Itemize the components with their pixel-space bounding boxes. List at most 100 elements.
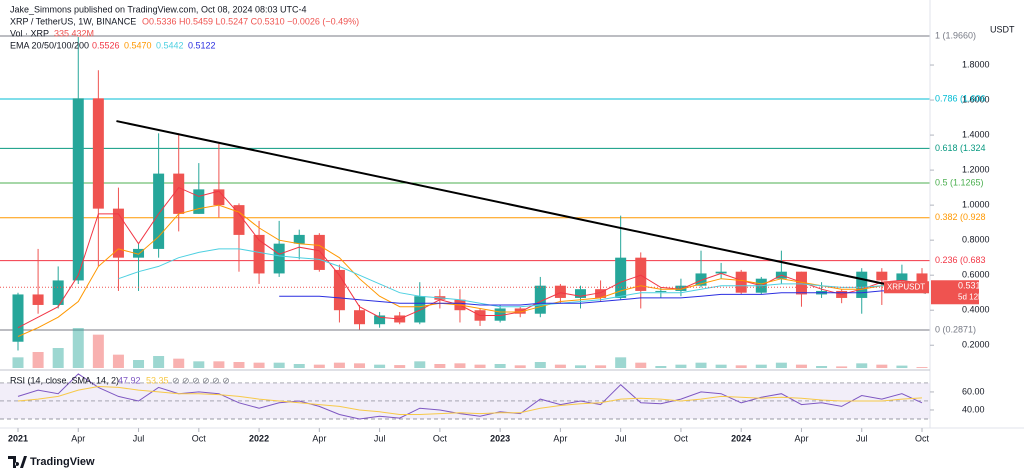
candle-body — [896, 273, 908, 281]
candle-body — [273, 243, 285, 274]
volume-bar — [715, 364, 727, 368]
candle-body — [112, 208, 124, 258]
volume-bar — [836, 366, 848, 368]
volume-bar — [72, 328, 84, 368]
volume-bar — [153, 356, 165, 368]
candle-body — [514, 308, 526, 314]
candle-body — [52, 280, 64, 305]
volume-bar — [795, 364, 807, 368]
candle-body — [333, 269, 345, 311]
x-tick-label: 2021 — [8, 433, 28, 443]
x-tick-label: Oct — [192, 433, 207, 443]
volume-bar — [916, 367, 928, 368]
volume-bar — [12, 357, 24, 368]
candle-body — [414, 296, 426, 323]
symbol: XRP / TetherUS, 1W, BINANCE — [10, 16, 136, 26]
price-tag-countdown: 5d 12h — [958, 292, 982, 301]
x-tick-label: Jul — [856, 433, 868, 443]
symbol-tag-text: XRPUSDT — [887, 282, 925, 291]
fib-label: 0.786 (1.606 — [935, 93, 986, 103]
y-tick-label: 40.00 — [962, 404, 985, 414]
candle-body — [615, 257, 627, 298]
volume-bar — [173, 358, 185, 368]
candle-body — [574, 289, 586, 298]
y-tick-label: 60.00 — [962, 386, 985, 396]
volume-bar — [816, 366, 828, 368]
fib-label: 0.236 (0.683 — [935, 255, 986, 265]
fib-label: 0 (0.2871) — [935, 324, 976, 334]
series-line — [17, 373, 923, 420]
volume-bar — [273, 362, 285, 368]
series-line — [279, 290, 923, 306]
y-tick-label: 0.6000 — [962, 270, 990, 280]
candle-body — [233, 205, 245, 235]
fib-label: 1 (1.9660) — [935, 30, 976, 40]
x-tick-label: Apr — [794, 433, 808, 443]
price-tag — [931, 280, 979, 305]
volume-bar — [775, 362, 787, 368]
x-tick-label: Jul — [615, 433, 627, 443]
volume-bar — [896, 365, 908, 368]
volume-bar — [474, 364, 486, 368]
volume-bar — [534, 362, 546, 368]
volume-bar — [374, 364, 386, 368]
candle-body — [354, 310, 366, 325]
candle-body — [494, 308, 506, 321]
series-line — [17, 204, 923, 337]
candle-body — [32, 294, 44, 305]
rsi-title: RSI (14, close, SMA, 14, 2) — [10, 375, 119, 385]
candle-body — [253, 234, 265, 274]
volume-bar — [675, 364, 687, 368]
symbol-tag — [884, 281, 929, 294]
trendline — [116, 120, 927, 294]
volume-bar — [213, 361, 225, 368]
volume-bar — [414, 361, 426, 368]
volume-bar — [735, 365, 747, 368]
x-tick-label: Apr — [553, 433, 567, 443]
x-tick-label: Jul — [133, 433, 145, 443]
x-tick-label: 2023 — [490, 433, 510, 443]
volume-bar — [52, 348, 64, 368]
logo-text: TradingView — [30, 456, 95, 468]
volume-bar — [333, 362, 345, 368]
x-tick-label: Apr — [312, 433, 326, 443]
candle-body — [153, 173, 165, 249]
candle-body — [92, 98, 104, 209]
volume-bar — [133, 360, 145, 368]
series-line — [17, 186, 923, 329]
candle-body — [534, 285, 546, 314]
y-tick-label: 1.2000 — [962, 164, 990, 174]
candle-body — [12, 294, 24, 342]
y-tick-label: 1.4000 — [962, 129, 990, 139]
y-tick-label: 1.0000 — [962, 200, 990, 210]
volume-bar — [112, 354, 124, 368]
vol-label: Vol · XRP — [10, 28, 49, 38]
logo-icon — [8, 456, 27, 468]
candle-body — [313, 234, 325, 270]
fib-label: 0.382 (0.928 — [935, 212, 986, 222]
candle-body — [916, 273, 928, 288]
y-tick-label: 1.6000 — [962, 94, 990, 104]
candle-body — [695, 273, 707, 286]
logo: TradingView — [8, 456, 95, 468]
rsi-legend-value: 47.92 — [118, 375, 141, 385]
volume-bar — [32, 352, 44, 368]
candle-body — [554, 285, 566, 298]
volume-bar — [695, 362, 707, 368]
volume-bar — [193, 361, 205, 368]
volume-bar — [494, 364, 506, 368]
rsi-icons: ⊘ ⊘ ⊘ ⊘ ⊘ ⊘ — [172, 375, 230, 385]
volume-bar — [354, 363, 366, 368]
x-tick-label: Oct — [915, 433, 930, 443]
volume-bar — [615, 357, 627, 368]
volume-bar — [434, 364, 446, 368]
candle-body — [193, 189, 205, 214]
volume-bar — [635, 362, 647, 368]
currency: USDT — [990, 24, 1015, 34]
candle-body — [133, 248, 145, 258]
x-tick-label: Apr — [71, 433, 85, 443]
volume-bar — [514, 365, 526, 368]
fib-label: 0.5 (1.1265) — [935, 177, 984, 187]
